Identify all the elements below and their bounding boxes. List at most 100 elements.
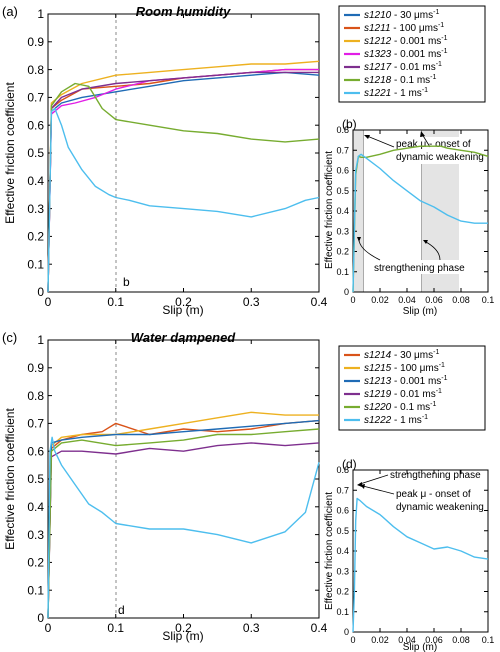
- y-tick-label: 0.7: [27, 417, 44, 431]
- y-tick-label: 0.2: [336, 587, 349, 597]
- y-tick-label: 0.4: [27, 174, 44, 188]
- legend-entry-s1218: s1218 - 0.1 ms-1: [364, 74, 436, 86]
- legend-a-box: [338, 5, 486, 103]
- panel-a: (a) Room humidity Slip (m) Effective fri…: [2, 4, 320, 317]
- panel-c-ylabel: Effective friction coefficient: [3, 408, 17, 550]
- panel-d-annot-peak-1: peak μ - onset of: [396, 489, 471, 500]
- panel-d-arrowhead-peak: [360, 484, 365, 489]
- series-line-s1215: [47, 411, 319, 619]
- y-tick-label: 0.1: [27, 583, 44, 597]
- y-tick-label: 0.3: [27, 528, 44, 542]
- y-tick-label: 1: [37, 333, 44, 347]
- y-tick-label: 0.1: [27, 257, 44, 271]
- series-line-s1221: [47, 107, 320, 293]
- panel-b-annot-peak-2: dynamic weakening: [396, 152, 484, 163]
- y-tick-label: 0.1: [336, 607, 349, 617]
- y-tick-label: 0.5: [27, 146, 44, 160]
- y-tick-label: 0.9: [27, 361, 44, 375]
- panel-d-annot-strength: strengthening phase: [390, 470, 481, 481]
- x-tick-label: 0: [350, 635, 355, 645]
- series-line-s1210: [47, 71, 320, 293]
- y-tick-label: 0.1: [336, 267, 349, 277]
- panel-b-arrowhead-peak-1: [364, 135, 370, 139]
- x-tick-label: 0.1: [482, 295, 495, 305]
- y-tick-label: 0.4: [336, 546, 349, 556]
- y-tick-label: 0.8: [27, 389, 44, 403]
- x-tick-label: 0: [45, 621, 52, 635]
- series-line-s1211: [47, 68, 319, 293]
- legend-entry-s1220: s1220 - 0.1 ms-1: [364, 401, 436, 413]
- x-tick-label: 0.4: [311, 621, 328, 635]
- panel-b-annot-strength: strengthening phase: [374, 263, 465, 274]
- x-tick-label: 0.3: [243, 621, 260, 635]
- panel-a-title: Room humidity: [136, 4, 231, 19]
- y-tick-label: 0.5: [27, 472, 44, 486]
- legend-c-box: [338, 345, 486, 431]
- legend-entry-s1211: s1211 - 100 μms-1: [364, 22, 444, 34]
- y-tick-label: 0.4: [336, 206, 349, 216]
- series-line-s1213: [47, 419, 320, 619]
- series-line-s1217: [47, 71, 319, 293]
- x-tick-label: 0.1: [482, 635, 495, 645]
- panel-d-annot-peak-2: dynamic weakening: [396, 502, 484, 513]
- series-line-s1219: [47, 442, 320, 619]
- legend-entry-s1210: s1210 - 30 μms-1: [364, 9, 439, 21]
- x-tick-label: 0.3: [243, 295, 260, 309]
- y-tick-label: 0: [37, 611, 44, 625]
- x-tick-label: 0.4: [311, 295, 328, 309]
- y-tick-label: 0.5: [336, 526, 349, 536]
- x-tick-label: 0.2: [175, 295, 192, 309]
- panel-1-marks: 0 0.02 0.04 0.06 0.08 0.1 0 0.1 0.2 0.3 0.4 0.5 0.6 0…: [336, 125, 494, 305]
- panel-2-marks: 0 0.1 0.2 0.3 0.4 0 0.1 0.2 0.3 0.4 0.5 0.6 0.7 0.8 0.…: [27, 333, 327, 635]
- y-tick-label: 0.9: [27, 35, 44, 49]
- x-tick-label: 0.2: [175, 621, 192, 635]
- series-line-s1220: [47, 428, 320, 619]
- y-tick-label: 0.3: [27, 202, 44, 216]
- y-tick-label: 1: [37, 7, 44, 21]
- panel-c-label: (c): [2, 330, 17, 345]
- panel-d-arrow-strength: [359, 474, 389, 485]
- panel-b-arrowhead-peak-2: [420, 131, 425, 137]
- panel-a-label: (a): [2, 4, 18, 19]
- y-tick-label: 0.3: [336, 566, 349, 576]
- x-tick-label: 0.04: [398, 295, 416, 305]
- panel-b-ylabel: Effective friction coefficient: [324, 151, 335, 269]
- panel-a-xlabel: Slip (m): [162, 303, 203, 317]
- y-tick-label: 0.7: [27, 91, 44, 105]
- panel-a-axes: [47, 13, 320, 293]
- series-line-s1222: [352, 497, 489, 633]
- y-tick-label: 0.3: [336, 226, 349, 236]
- legend-entry-s1214: s1214 - 30 μms-1: [364, 349, 439, 361]
- legend-c: [338, 345, 486, 431]
- series-line-s1221: [352, 153, 488, 293]
- legend-entry-s1222: s1222 - 1 ms-1: [364, 414, 428, 426]
- series-line-s1218: [47, 82, 320, 293]
- panel-b-label: (b): [342, 117, 357, 131]
- legend-a: [338, 5, 486, 103]
- x-tick-label: 0.02: [371, 635, 389, 645]
- y-tick-label: 0: [344, 627, 349, 637]
- panel-b-arrow-peak-1: [366, 135, 395, 148]
- x-tick-label: 0.06: [425, 635, 443, 645]
- series-line-s1222: [47, 436, 320, 619]
- y-tick-label: 0.2: [27, 556, 44, 570]
- x-tick-label: 0: [45, 295, 52, 309]
- legend-entry-s1323: s1323 - 0.001 ms-1: [364, 48, 448, 60]
- series-line-s1323: [47, 68, 319, 293]
- panel-a-marker-label: b: [123, 275, 130, 289]
- panel-b-arrow-strength-2: [425, 241, 441, 261]
- x-tick-label: 0.1: [107, 621, 124, 635]
- legend-entry-s1215: s1215 - 100 μms-1: [364, 362, 445, 374]
- panel-0-marks: 0 0.1 0.2 0.3 0.4 0 0.1 0.2 0.3 0.4 0.5 0.6 0.7 0.8 0.…: [27, 7, 327, 309]
- panel-c-xlabel: Slip (m): [162, 629, 203, 643]
- y-tick-label: 0.2: [27, 230, 44, 244]
- x-tick-label: 0.06: [425, 295, 443, 305]
- panel-b-arrow-strength-1: [358, 239, 381, 261]
- y-tick-label: 0.8: [336, 465, 349, 475]
- panel-c-marker-label: d: [118, 603, 125, 617]
- y-tick-label: 0.2: [336, 247, 349, 257]
- panel-b-annot-bg2: [372, 260, 467, 274]
- y-tick-label: 0: [344, 287, 349, 297]
- panel-b-arrowhead-strength-2: [423, 240, 428, 244]
